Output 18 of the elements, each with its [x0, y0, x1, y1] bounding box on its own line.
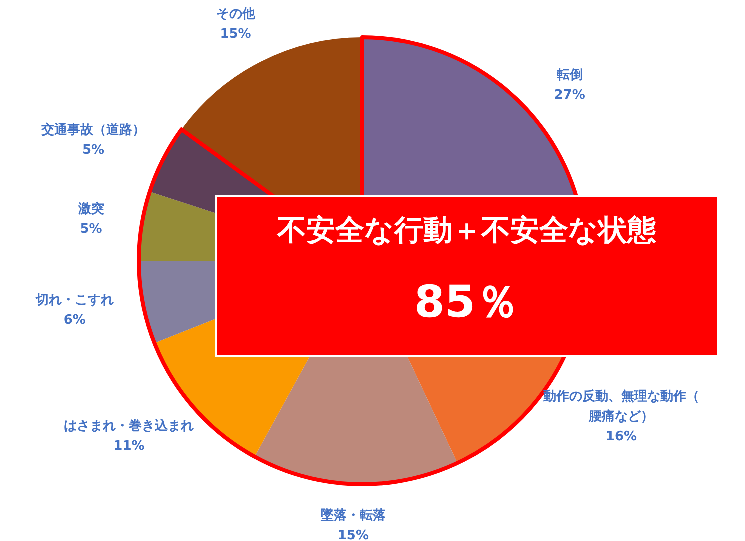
data-label: 27% — [554, 88, 586, 103]
slice-label: はさまれ・巻き込まれ — [64, 418, 194, 434]
data-label: 15% — [338, 528, 370, 541]
slice-label: 転倒 — [556, 68, 583, 83]
text: 85％ — [413, 276, 521, 330]
slice-label: その他 — [216, 6, 256, 22]
data-label: 5% — [82, 142, 105, 158]
text: 不安全な行動＋不安全な状態 — [276, 212, 658, 249]
slice-label: 交通事故（道路） — [40, 122, 146, 138]
data-label: 16% — [606, 429, 638, 444]
slice-label: 激突 — [77, 200, 104, 217]
data-label: 11% — [114, 438, 145, 454]
data-label: 15% — [220, 26, 252, 42]
slice-label: 墜落・転落 — [320, 508, 387, 524]
data-label: 6% — [64, 313, 86, 328]
data-label: 5% — [80, 222, 102, 237]
slice-label: 切れ・こすれ — [34, 293, 114, 308]
slice-label: 動作の反動、無理な動作（腰痛など） — [542, 388, 700, 424]
